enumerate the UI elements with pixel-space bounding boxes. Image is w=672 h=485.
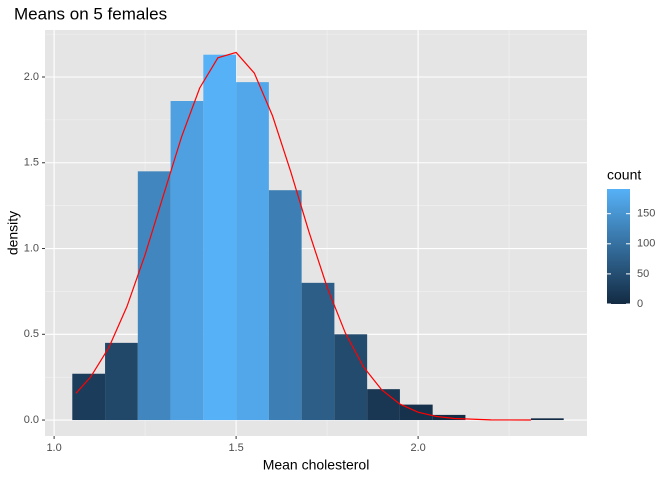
x-tick-label: 1.5 <box>228 442 243 454</box>
bar <box>170 101 204 421</box>
axes: 1.0 1.5 2.0 0.0 0.5 1.0 1.5 2.0 <box>24 71 426 454</box>
legend-tick-label: 100 <box>637 238 655 250</box>
chart-title: Means on 5 females <box>14 4 167 23</box>
y-tick-label: 1.5 <box>24 157 39 169</box>
bar <box>301 282 335 421</box>
legend-tick-label: 0 <box>637 298 643 310</box>
bar <box>367 389 400 421</box>
y-tick-label: 2.0 <box>24 71 39 83</box>
bar <box>399 404 433 421</box>
legend-title: count <box>607 167 641 183</box>
y-axis-label: density <box>5 211 21 255</box>
legend-colorbar <box>607 189 630 304</box>
legend-tick-label: 50 <box>637 268 649 280</box>
bar <box>530 418 564 421</box>
y-tick-label: 1.0 <box>24 242 39 254</box>
y-tick-label: 0.5 <box>24 328 39 340</box>
bar <box>137 171 171 421</box>
x-tick-label: 1.0 <box>46 442 61 454</box>
bars <box>72 51 564 421</box>
x-tick-label: 2.0 <box>410 442 425 454</box>
density-curve <box>75 51 531 421</box>
x-axis-label: Mean cholesterol <box>263 457 370 473</box>
bar <box>105 342 138 421</box>
legend-tick-label: 150 <box>637 208 655 220</box>
bar <box>72 373 106 421</box>
bar <box>203 54 237 421</box>
bar <box>268 190 302 421</box>
y-tick-label: 0.0 <box>24 414 39 426</box>
bar <box>236 82 269 421</box>
bar <box>334 334 368 421</box>
